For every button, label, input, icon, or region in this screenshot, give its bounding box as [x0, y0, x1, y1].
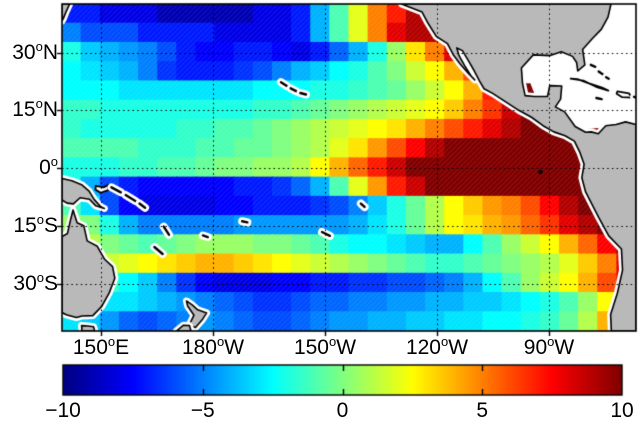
degree-symbol: o: [440, 334, 449, 349]
colorbar-tick-label: −5: [190, 399, 215, 422]
y-tick-label: 15oN: [12, 96, 58, 122]
y-tick-label: 30oS: [13, 269, 58, 295]
colorbar-tick-label: 5: [476, 399, 489, 422]
degree-symbol: o: [107, 334, 116, 349]
degree-symbol: o: [216, 334, 225, 349]
degree-symbol: o: [35, 96, 43, 112]
degree-symbol: o: [36, 211, 44, 227]
degree-symbol: o: [36, 269, 44, 285]
x-tick-label: 90oW: [523, 334, 575, 359]
colorbar-tick-label: 0: [336, 399, 349, 422]
x-tick-label: 120oW: [405, 334, 469, 359]
degree-symbol: o: [50, 154, 58, 170]
degree-symbol: o: [547, 334, 555, 349]
x-tick-label: 150oE: [72, 334, 130, 359]
degree-symbol: o: [328, 334, 337, 349]
degree-symbol: o: [35, 38, 43, 54]
y-tick-label: 30oN: [12, 38, 58, 64]
y-tick-label: 0o: [39, 154, 58, 180]
y-tick-label: 15oS: [13, 211, 58, 237]
x-tick-label: 180oW: [181, 334, 245, 359]
colorbar-tick-label: −10: [45, 399, 81, 422]
x-tick-label: 150oW: [293, 334, 357, 359]
colorbar-tick-label: 10: [610, 399, 634, 422]
